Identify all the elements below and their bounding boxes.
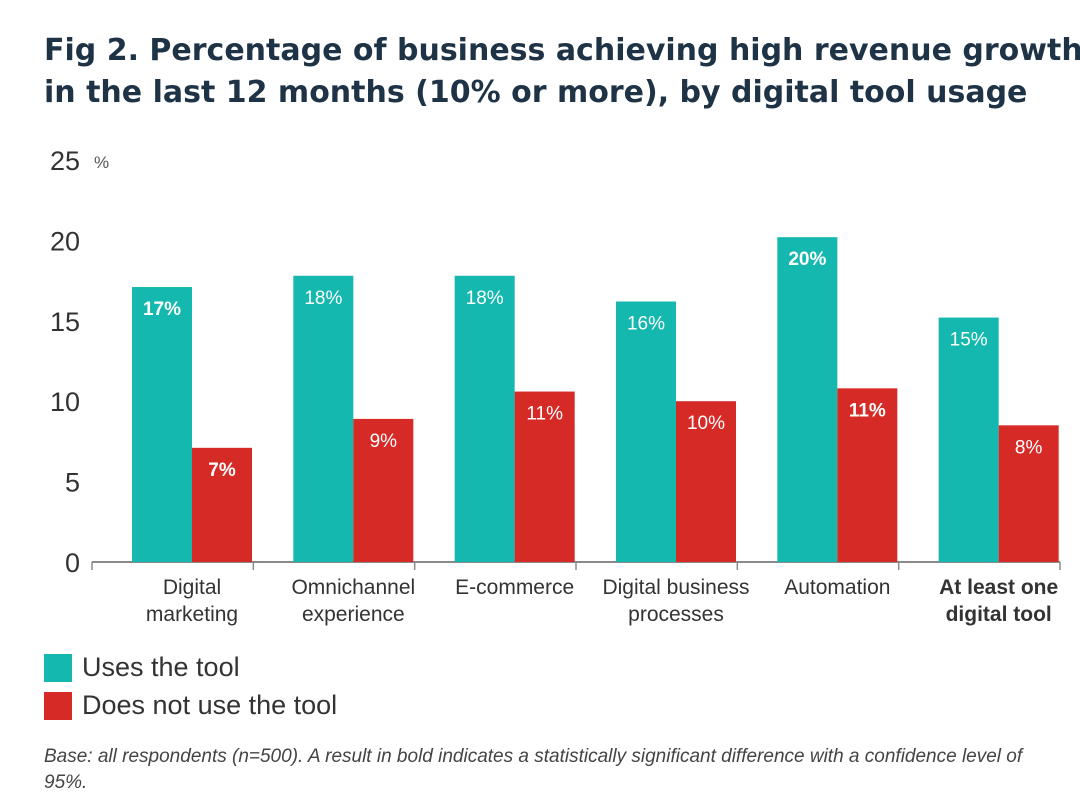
data-label: 16% xyxy=(627,314,665,335)
data-label: 18% xyxy=(466,288,504,309)
y-tick-label: 15 xyxy=(50,307,80,337)
data-label: 17% xyxy=(143,299,181,320)
x-category-label: marketing xyxy=(146,603,238,626)
legend-label-does-not-use: Does not use the tool xyxy=(82,690,338,720)
data-label: 9% xyxy=(370,431,398,452)
x-category-label: processes xyxy=(628,603,724,626)
footnote: Base: all respondents (n=500). A result … xyxy=(44,746,1023,793)
legend-item-uses: Uses the tool xyxy=(44,652,240,683)
legend-swatch-does-not-use xyxy=(44,691,72,720)
bar-does-not-use xyxy=(353,418,414,562)
x-category-label: experience xyxy=(302,603,405,626)
bar-uses xyxy=(777,237,838,562)
data-label: 8% xyxy=(1015,437,1043,458)
x-category-label: At least one xyxy=(939,576,1058,599)
data-label: 11% xyxy=(849,400,886,421)
bar-does-not-use xyxy=(676,401,736,562)
chart-title-line-1: Fig 2. Percentage of business achieving … xyxy=(44,33,1080,68)
bar-chart: 0 5 10 15 20 25 % 17% 7% Digital marketing 18% 9% Omn… xyxy=(50,146,1061,626)
bar-uses xyxy=(293,275,354,562)
chart-title-line-2: in the last 12 months (10% or more), by … xyxy=(44,75,1028,110)
x-category-label: Digital business xyxy=(602,576,749,599)
bar-uses xyxy=(938,317,999,562)
x-category-label: Automation xyxy=(784,576,890,599)
legend-item-does-not-use: Does not use the tool xyxy=(44,690,337,721)
bar-uses xyxy=(616,301,676,562)
bar-does-not-use xyxy=(837,388,898,562)
x-category-label: Digital xyxy=(163,576,221,599)
data-label: 15% xyxy=(950,330,988,351)
data-label: 18% xyxy=(304,288,342,309)
x-category-label: digital tool xyxy=(946,603,1052,626)
data-label: 10% xyxy=(687,413,725,434)
y-tick-label: 10 xyxy=(50,387,80,417)
x-category-label: Omnichannel xyxy=(291,576,415,599)
legend-swatch-uses xyxy=(44,653,72,682)
bar-uses xyxy=(454,275,515,562)
data-label: 20% xyxy=(788,249,826,270)
x-category-label: E-commerce xyxy=(455,576,574,599)
chart-title: Fig 2. Percentage of business achieving … xyxy=(44,30,1080,114)
bar-does-not-use xyxy=(514,391,575,562)
bar-does-not-use xyxy=(998,425,1059,562)
y-tick-label: 20 xyxy=(50,226,80,256)
bar-uses xyxy=(132,287,192,562)
data-label: 11% xyxy=(526,404,563,425)
y-tick-label: 0 xyxy=(65,548,80,578)
y-unit-label: % xyxy=(94,153,109,172)
y-tick-label: 5 xyxy=(65,468,80,498)
bar-does-not-use xyxy=(192,447,252,562)
y-tick-label: 25 xyxy=(50,146,80,176)
data-label: 7% xyxy=(208,460,236,481)
legend-label-uses: Uses the tool xyxy=(82,652,240,682)
